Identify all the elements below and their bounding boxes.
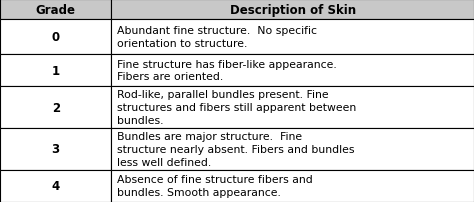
Bar xyxy=(0,55,111,87)
Bar xyxy=(0,170,111,202)
Text: 4: 4 xyxy=(52,180,60,193)
Text: 3: 3 xyxy=(52,143,60,156)
Bar xyxy=(0,128,111,170)
Text: Rod-like, parallel bundles present. Fine
structures and fibers still apparent be: Rod-like, parallel bundles present. Fine… xyxy=(117,90,356,125)
Bar xyxy=(0,87,111,128)
Bar xyxy=(111,0,474,20)
Bar xyxy=(111,20,474,55)
Bar xyxy=(0,20,111,55)
Text: 0: 0 xyxy=(52,31,60,44)
Bar xyxy=(111,55,474,87)
Bar xyxy=(111,128,474,170)
Text: Abundant fine structure.  No specific
orientation to structure.: Abundant fine structure. No specific ori… xyxy=(117,26,317,49)
Text: Description of Skin: Description of Skin xyxy=(229,4,356,17)
Text: Fine structure has fiber-like appearance.
Fibers are oriented.: Fine structure has fiber-like appearance… xyxy=(117,59,337,82)
Bar xyxy=(111,87,474,128)
Text: Grade: Grade xyxy=(36,4,76,17)
Bar xyxy=(0,0,111,20)
Bar xyxy=(111,170,474,202)
Text: Absence of fine structure fibers and
bundles. Smooth appearance.: Absence of fine structure fibers and bun… xyxy=(117,175,313,197)
Text: Bundles are major structure.  Fine
structure nearly absent. Fibers and bundles
l: Bundles are major structure. Fine struct… xyxy=(117,132,355,167)
Text: 2: 2 xyxy=(52,101,60,114)
Text: 1: 1 xyxy=(52,64,60,77)
